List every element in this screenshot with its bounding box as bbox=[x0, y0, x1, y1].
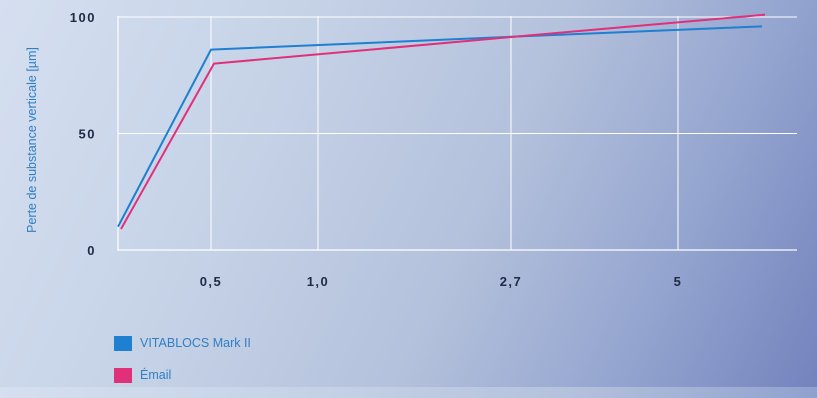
chart-legend: VITABLOCS Mark II Émail bbox=[114, 334, 251, 398]
legend-label-vitablocs: VITABLOCS Mark II bbox=[140, 336, 251, 350]
y-tick-label-50: 50 bbox=[79, 127, 96, 142]
x-tick-label-2-7: 2,7 bbox=[500, 274, 523, 289]
legend-label-email: Émail bbox=[140, 368, 172, 382]
legend-item-vitablocs: VITABLOCS Mark II bbox=[114, 334, 251, 352]
x-tick-label-0-5: 0,5 bbox=[200, 274, 223, 289]
series-line-email bbox=[120, 13, 766, 230]
series-line-vitablocs bbox=[117, 25, 763, 228]
chart-series bbox=[117, 13, 766, 230]
legend-swatch-email bbox=[114, 367, 132, 383]
x-tick-label-1-0: 1,0 bbox=[307, 274, 330, 289]
y-tick-label-100: 100 bbox=[70, 10, 96, 25]
x-tick-label-5: 5 bbox=[674, 274, 683, 289]
legend-item-email: Émail bbox=[114, 366, 251, 384]
legend-swatch-vitablocs bbox=[114, 335, 132, 351]
y-axis-label: Perte de substance verticale [µm] bbox=[25, 47, 39, 233]
y-tick-label-0: 0 bbox=[87, 243, 96, 258]
chart-tick-labels: 0 50 100 0,5 1,0 2,7 5 bbox=[70, 10, 683, 289]
chart-axes bbox=[117, 16, 797, 251]
line-chart: 0 50 100 0,5 1,0 2,7 5 Perte de substance vert… bbox=[25, 10, 797, 289]
chart-grid bbox=[118, 16, 797, 251]
